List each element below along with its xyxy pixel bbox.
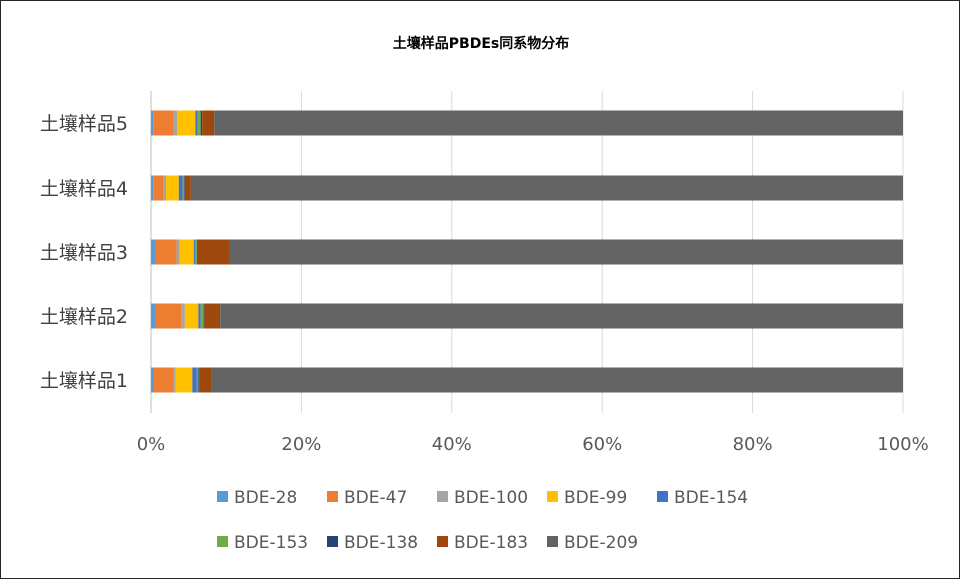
chart-title: 土壤样品PBDEs同系物分布 <box>393 35 569 52</box>
bar-segment-bde-28-2 <box>151 303 156 329</box>
x-tick-labels: 0% 20% 40% 60% 80% 100% <box>137 434 929 455</box>
bar-segment-bde-100-2 <box>181 303 185 329</box>
bar-segment-bde-100-4 <box>163 175 167 201</box>
bar-segment-bde-138-5 <box>200 110 203 136</box>
bar-segment-bde-47-3 <box>155 239 177 265</box>
bar-segment-bde-47-4 <box>153 175 164 201</box>
bar-segment-bde-153-4 <box>182 175 185 201</box>
bar-segment-bde-28-3 <box>151 239 156 265</box>
bar-segment-bde-183-3 <box>197 239 230 265</box>
legend-label: BDE-154 <box>674 488 748 508</box>
category-label: 土壤样品1 <box>40 370 128 392</box>
legend-label: BDE-209 <box>564 533 638 553</box>
bar-segment-bde-153-5 <box>197 110 201 136</box>
bar-segment-bde-99-1 <box>175 367 193 393</box>
bar-segment-bde-100-1 <box>173 367 176 393</box>
bar-segment-bde-28-1 <box>151 367 155 393</box>
bar-segment-bde-209-5 <box>214 110 904 136</box>
bar-segment-bde-154-4 <box>178 175 183 201</box>
legend-label: BDE-138 <box>344 533 418 553</box>
bar-segment-bde-209-4 <box>190 175 903 201</box>
bar-segment-bde-154-5 <box>195 110 198 136</box>
legend-label: BDE-153 <box>234 533 308 553</box>
legend-label: BDE-183 <box>454 533 528 553</box>
bar-segment-bde-154-1 <box>192 367 197 393</box>
x-tick-label: 80% <box>733 434 773 455</box>
bar-segment-bde-100-3 <box>176 239 180 265</box>
bar-segment-bde-153-3 <box>195 239 197 265</box>
legend: BDE-28 BDE-47 BDE-100 BDE-99 BDE-154 BDE-153 B… <box>217 488 748 553</box>
legend-label: BDE-99 <box>564 488 627 508</box>
x-tick-label: 20% <box>281 434 321 455</box>
category-labels: 土壤样品1 土壤样品2 土壤样品3 土壤样品4 土壤样品5 <box>40 113 128 392</box>
x-tick-label: 100% <box>877 434 928 455</box>
bar-segment-bde-138-1 <box>198 367 200 393</box>
x-tick-label: 40% <box>432 434 472 455</box>
legend-swatch <box>217 536 228 547</box>
bar-segment-bde-183-1 <box>199 367 212 393</box>
bar-segment-bde-154-3 <box>193 239 196 265</box>
category-label: 土壤样品5 <box>40 113 128 135</box>
category-label: 土壤样品4 <box>40 178 128 200</box>
bar-segment-bde-183-4 <box>184 175 191 201</box>
x-tick-label: 0% <box>137 434 166 455</box>
category-label: 土壤样品2 <box>40 306 128 328</box>
bar-segment-bde-99-4 <box>166 175 179 201</box>
bar-segment-bde-28-4 <box>151 175 154 201</box>
legend-swatch <box>547 536 558 547</box>
bar-segment-bde-99-2 <box>184 303 199 329</box>
legend-swatch <box>547 491 558 502</box>
bar-segment-bde-100-5 <box>173 110 178 136</box>
bar-segment-bde-138-2 <box>203 303 205 329</box>
bar-segment-bde-99-5 <box>177 110 196 136</box>
bar-segment-bde-153-2 <box>200 303 204 329</box>
bar-segment-bde-209-3 <box>229 239 903 265</box>
legend-swatch <box>217 491 228 502</box>
legend-swatch <box>657 491 668 502</box>
bar-segment-bde-47-1 <box>154 367 174 393</box>
legend-label: BDE-100 <box>454 488 528 508</box>
legend-swatch <box>327 536 338 547</box>
legend-swatch <box>437 491 448 502</box>
bar-segment-bde-138-4 <box>184 175 185 201</box>
legend-swatch <box>437 536 448 547</box>
bar-segment-bde-209-2 <box>220 303 903 329</box>
legend-label: BDE-47 <box>344 488 407 508</box>
category-label: 土壤样品3 <box>40 242 128 264</box>
legend-label: BDE-28 <box>234 488 297 508</box>
bars <box>151 110 904 393</box>
bar-segment-bde-99-3 <box>179 239 194 265</box>
x-tick-label: 60% <box>582 434 622 455</box>
bar-segment-bde-138-3 <box>196 239 198 265</box>
bar-segment-bde-209-1 <box>211 367 904 393</box>
bar-segment-bde-153-1 <box>196 367 199 393</box>
bar-segment-bde-28-5 <box>151 110 154 136</box>
bar-segment-bde-47-5 <box>153 110 174 136</box>
bar-segment-bde-154-2 <box>198 303 201 329</box>
bar-segment-bde-183-5 <box>202 110 215 136</box>
legend-swatch <box>327 491 338 502</box>
bar-segment-bde-183-2 <box>204 303 221 329</box>
bar-segment-bde-47-2 <box>155 303 182 329</box>
